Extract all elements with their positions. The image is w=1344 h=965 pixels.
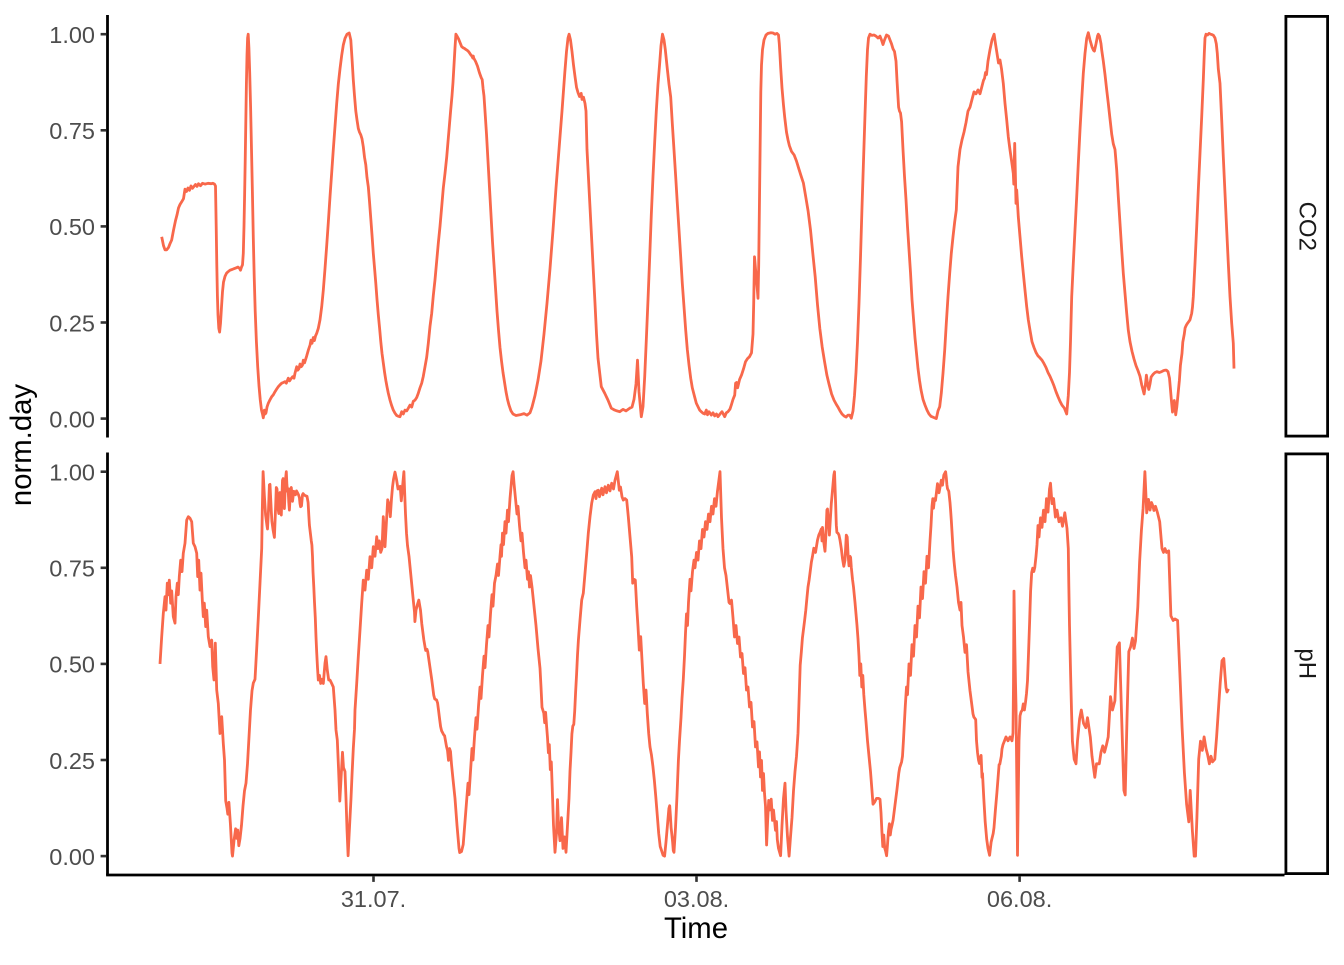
- svg-text:0.25: 0.25: [49, 748, 95, 774]
- svg-text:Time: Time: [664, 912, 728, 945]
- svg-text:0.25: 0.25: [49, 310, 95, 336]
- svg-text:0.75: 0.75: [49, 118, 95, 144]
- svg-text:0.00: 0.00: [49, 406, 95, 432]
- svg-text:pH: pH: [1293, 648, 1320, 679]
- svg-text:1.00: 1.00: [49, 22, 95, 48]
- svg-text:norm.day: norm.day: [5, 384, 38, 506]
- svg-text:03.08.: 03.08.: [664, 886, 729, 912]
- svg-text:31.07.: 31.07.: [341, 886, 406, 912]
- svg-text:0.00: 0.00: [49, 844, 95, 870]
- svg-text:0.50: 0.50: [49, 652, 95, 678]
- svg-text:0.50: 0.50: [49, 214, 95, 240]
- svg-text:CO2: CO2: [1293, 202, 1320, 251]
- svg-text:06.08.: 06.08.: [987, 886, 1052, 912]
- svg-text:0.75: 0.75: [49, 556, 95, 582]
- svg-text:1.00: 1.00: [49, 460, 95, 486]
